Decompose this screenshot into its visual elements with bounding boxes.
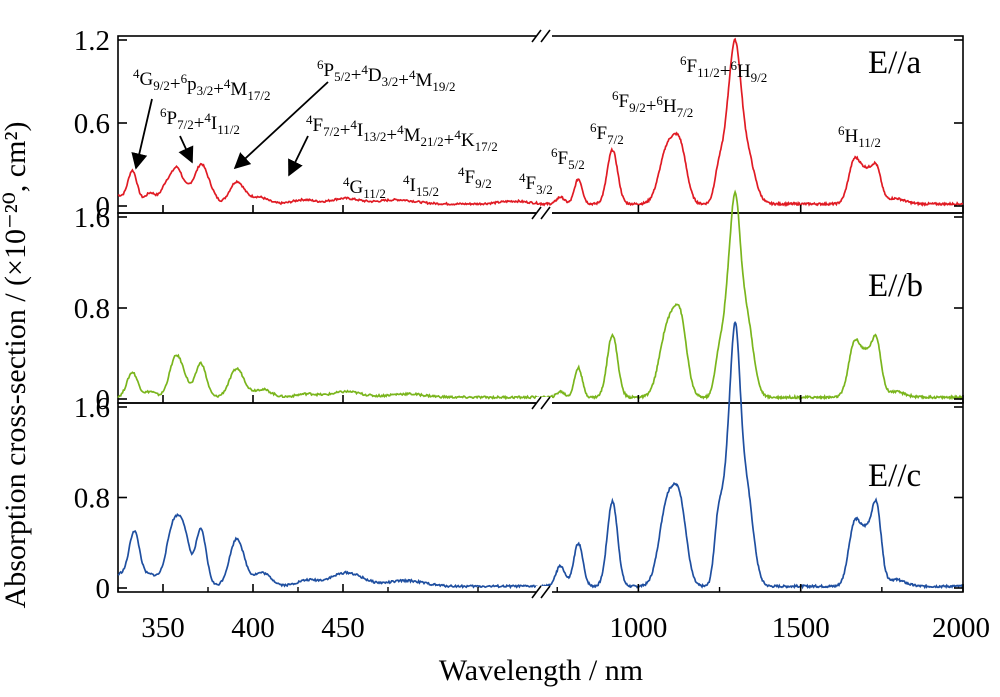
- y-ticks: 0 0.8 1.6: [74, 392, 963, 605]
- x-ticks: 350 400 450 1000 1500 2000: [117, 205, 990, 644]
- x-tick-label: 1500: [772, 612, 830, 644]
- transition-label: 4F7/2+4I13/2+4M21/2+4K17/2: [306, 112, 498, 154]
- y-tick-label: 1.2: [74, 25, 110, 57]
- panel-frame: [117, 212, 964, 404]
- y-tick-label: 0.6: [74, 108, 110, 140]
- spectrum-line: [117, 320, 964, 590]
- spectrum-line: [117, 37, 964, 208]
- transition-label: 6P7/2+4I11/2: [160, 105, 240, 137]
- panel-e-c: E//c 0 0.8 1.6: [74, 320, 964, 605]
- x-axis-label: Wavelength / nm: [439, 654, 643, 687]
- axis-break-markers: [531, 29, 552, 599]
- x-tick-label: 2000: [932, 612, 990, 644]
- y-tick-label: 0: [96, 384, 111, 416]
- panel-label: E//b: [868, 268, 923, 304]
- x-tick-label: 400: [231, 612, 275, 644]
- y-tick-label: 0.8: [74, 293, 110, 325]
- arrow-1: [131, 98, 153, 170]
- x-tick-label: 450: [321, 612, 365, 644]
- transition-annotations: 4G9/2+6p3/2+4M17/2 6P5/2+4D3/2+4M19/2 6P7/…: [133, 53, 881, 201]
- transition-label: 4F3/2: [519, 170, 553, 197]
- transition-label: 4G9/2+6p3/2+4M17/2: [133, 66, 270, 103]
- y-tick-label: 0: [96, 573, 111, 605]
- transition-label: 4I15/2: [403, 172, 439, 199]
- transition-label: 6F9/2+6H7/2: [612, 88, 693, 120]
- x-tick-label: 350: [141, 612, 185, 644]
- y-axis-label: Absorption cross-section / (×10⁻²⁰, cm²): [0, 122, 32, 609]
- transition-label: 4G11/2: [343, 174, 386, 201]
- x-tick-label: 1000: [609, 612, 667, 644]
- transition-label: 6P5/2+4D3/2+4M19/2: [317, 57, 456, 94]
- panel-frame: [117, 402, 964, 593]
- y-ticks: 0 0.8 1.6: [74, 202, 963, 416]
- y-tick-label: 1.6: [74, 202, 110, 234]
- transition-label: 6F7/2: [590, 120, 624, 147]
- arrow-4: [288, 135, 309, 177]
- spectrum-line: [117, 189, 964, 401]
- y-tick-label: 0.8: [74, 483, 110, 515]
- panel-e-b: E//b 0 0.8 1.6: [74, 189, 964, 416]
- annotation-arrows: [131, 81, 329, 177]
- transition-label: 6H11/2: [838, 123, 881, 150]
- panel-label: E//a: [868, 45, 921, 81]
- arrow-3: [233, 81, 329, 170]
- transition-label: 4F9/2: [458, 164, 492, 191]
- transition-label: 6F5/2: [551, 145, 585, 172]
- y-ticks: 0 0.6 1.2: [74, 25, 963, 223]
- arrow-2: [178, 135, 194, 164]
- panel-label: E//c: [868, 458, 921, 494]
- y-tick-label: 1.6: [74, 392, 110, 424]
- y-tick-label: 0: [96, 191, 111, 223]
- transition-label: 6F11/2+6H9/2: [680, 53, 767, 85]
